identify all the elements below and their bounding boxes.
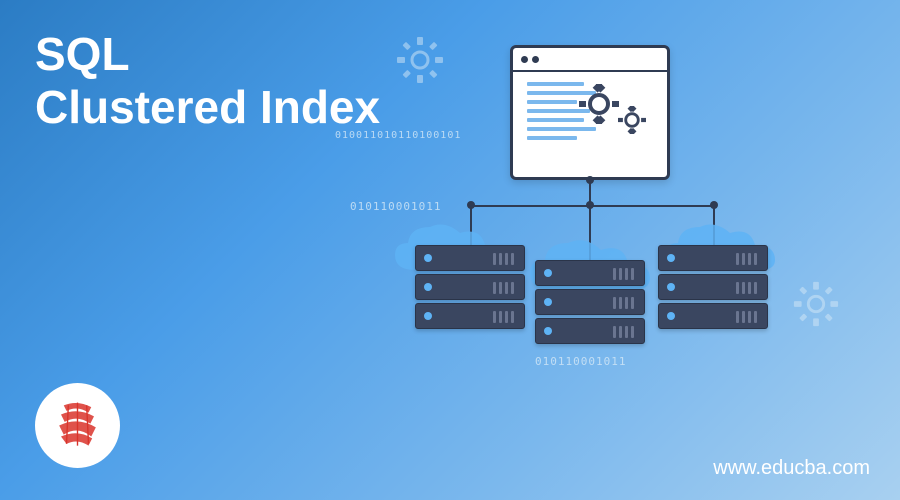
connection-line [470,205,590,207]
document-body [513,72,667,177]
connection-line [590,205,715,207]
server-icon [535,260,645,345]
title-line-2: Clustered Index [35,81,380,133]
connection-dot [710,201,718,209]
gear-icon [395,35,445,85]
page-title: SQL Clustered Index [35,28,380,134]
server-icon [415,245,525,330]
window-dot [532,56,539,63]
connection-dot [586,201,594,209]
sql-server-icon [50,398,105,453]
binary-text: 010110001011 [350,200,441,213]
connection-dot [586,176,594,184]
server-icon [658,245,768,330]
document-header [513,48,667,72]
binary-text: 010110001011 [535,355,626,368]
title-line-1: SQL [35,28,130,80]
connection-dot [467,201,475,209]
gear-icon [792,280,840,328]
window-dot [521,56,528,63]
banner: SQL Clustered Index www.educba.com [0,0,900,500]
gears-icon [577,82,657,142]
binary-text: 010011010110100101 [335,130,461,141]
document-window [510,45,670,180]
illustration: 010011010110100101 [340,45,840,425]
website-url: www.educba.com [713,457,870,480]
logo-badge [35,383,120,468]
